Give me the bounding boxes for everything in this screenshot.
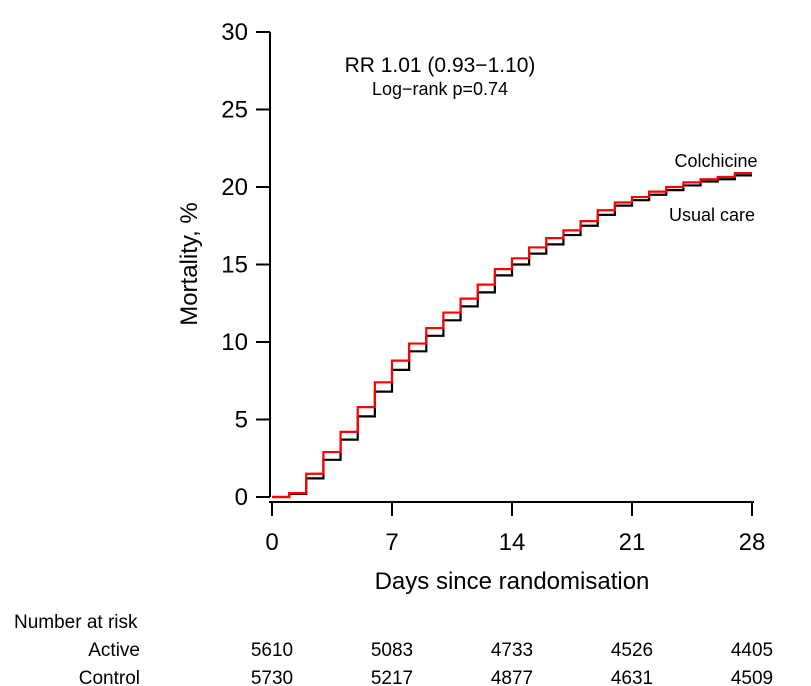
risk-row-label-control: Control [79,668,140,686]
rr-annotation: RR 1.01 (0.93−1.10) [345,54,536,77]
risk-value-active: 4733 [491,640,533,661]
risk-table-title: Number at risk [14,612,138,633]
x-tick-label: 14 [499,529,526,556]
risk-value-control: 5730 [251,668,293,686]
risk-value-control: 4877 [491,668,533,686]
y-tick-label: 30 [221,19,248,46]
risk-row-label-active: Active [88,640,140,661]
axes-layer: 0 7 14 21 28 0 5 10 15 20 25 30 [221,19,765,556]
y-tick-label: 5 [235,407,248,434]
x-tick-label: 7 [385,529,398,556]
colchicine-curve-label: Colchicine [674,151,757,171]
risk-value-active: 4526 [611,640,653,661]
x-tick-label: 0 [265,529,278,556]
x-tick-label: 21 [619,529,646,556]
curves-layer [272,171,752,499]
risk-value-active: 5610 [251,640,293,661]
risk-value-active: 4405 [731,640,773,661]
y-tick-label: 15 [221,252,248,279]
usual-care-curve-label: Usual care [669,205,755,225]
y-tick-label: 25 [221,97,248,124]
y-axis-title: Mortality, % [176,202,203,326]
risk-value-control: 5217 [371,668,413,686]
risk-value-control: 4631 [611,668,653,686]
y-tick-label: 20 [221,174,248,201]
y-tick-label: 10 [221,329,248,356]
risk-values-layer: 5610 5083 4733 4526 4405 5730 5217 4877 4631 4509 [251,640,773,686]
x-axis-title: Days since randomisation [375,568,650,595]
logrank-annotation: Log−rank p=0.74 [372,79,508,99]
risk-value-active: 5083 [371,640,413,661]
x-tick-label: 28 [739,529,766,556]
curve-colchicine [272,171,752,499]
risk-value-control: 4509 [731,668,773,686]
y-tick-label: 0 [235,484,248,511]
